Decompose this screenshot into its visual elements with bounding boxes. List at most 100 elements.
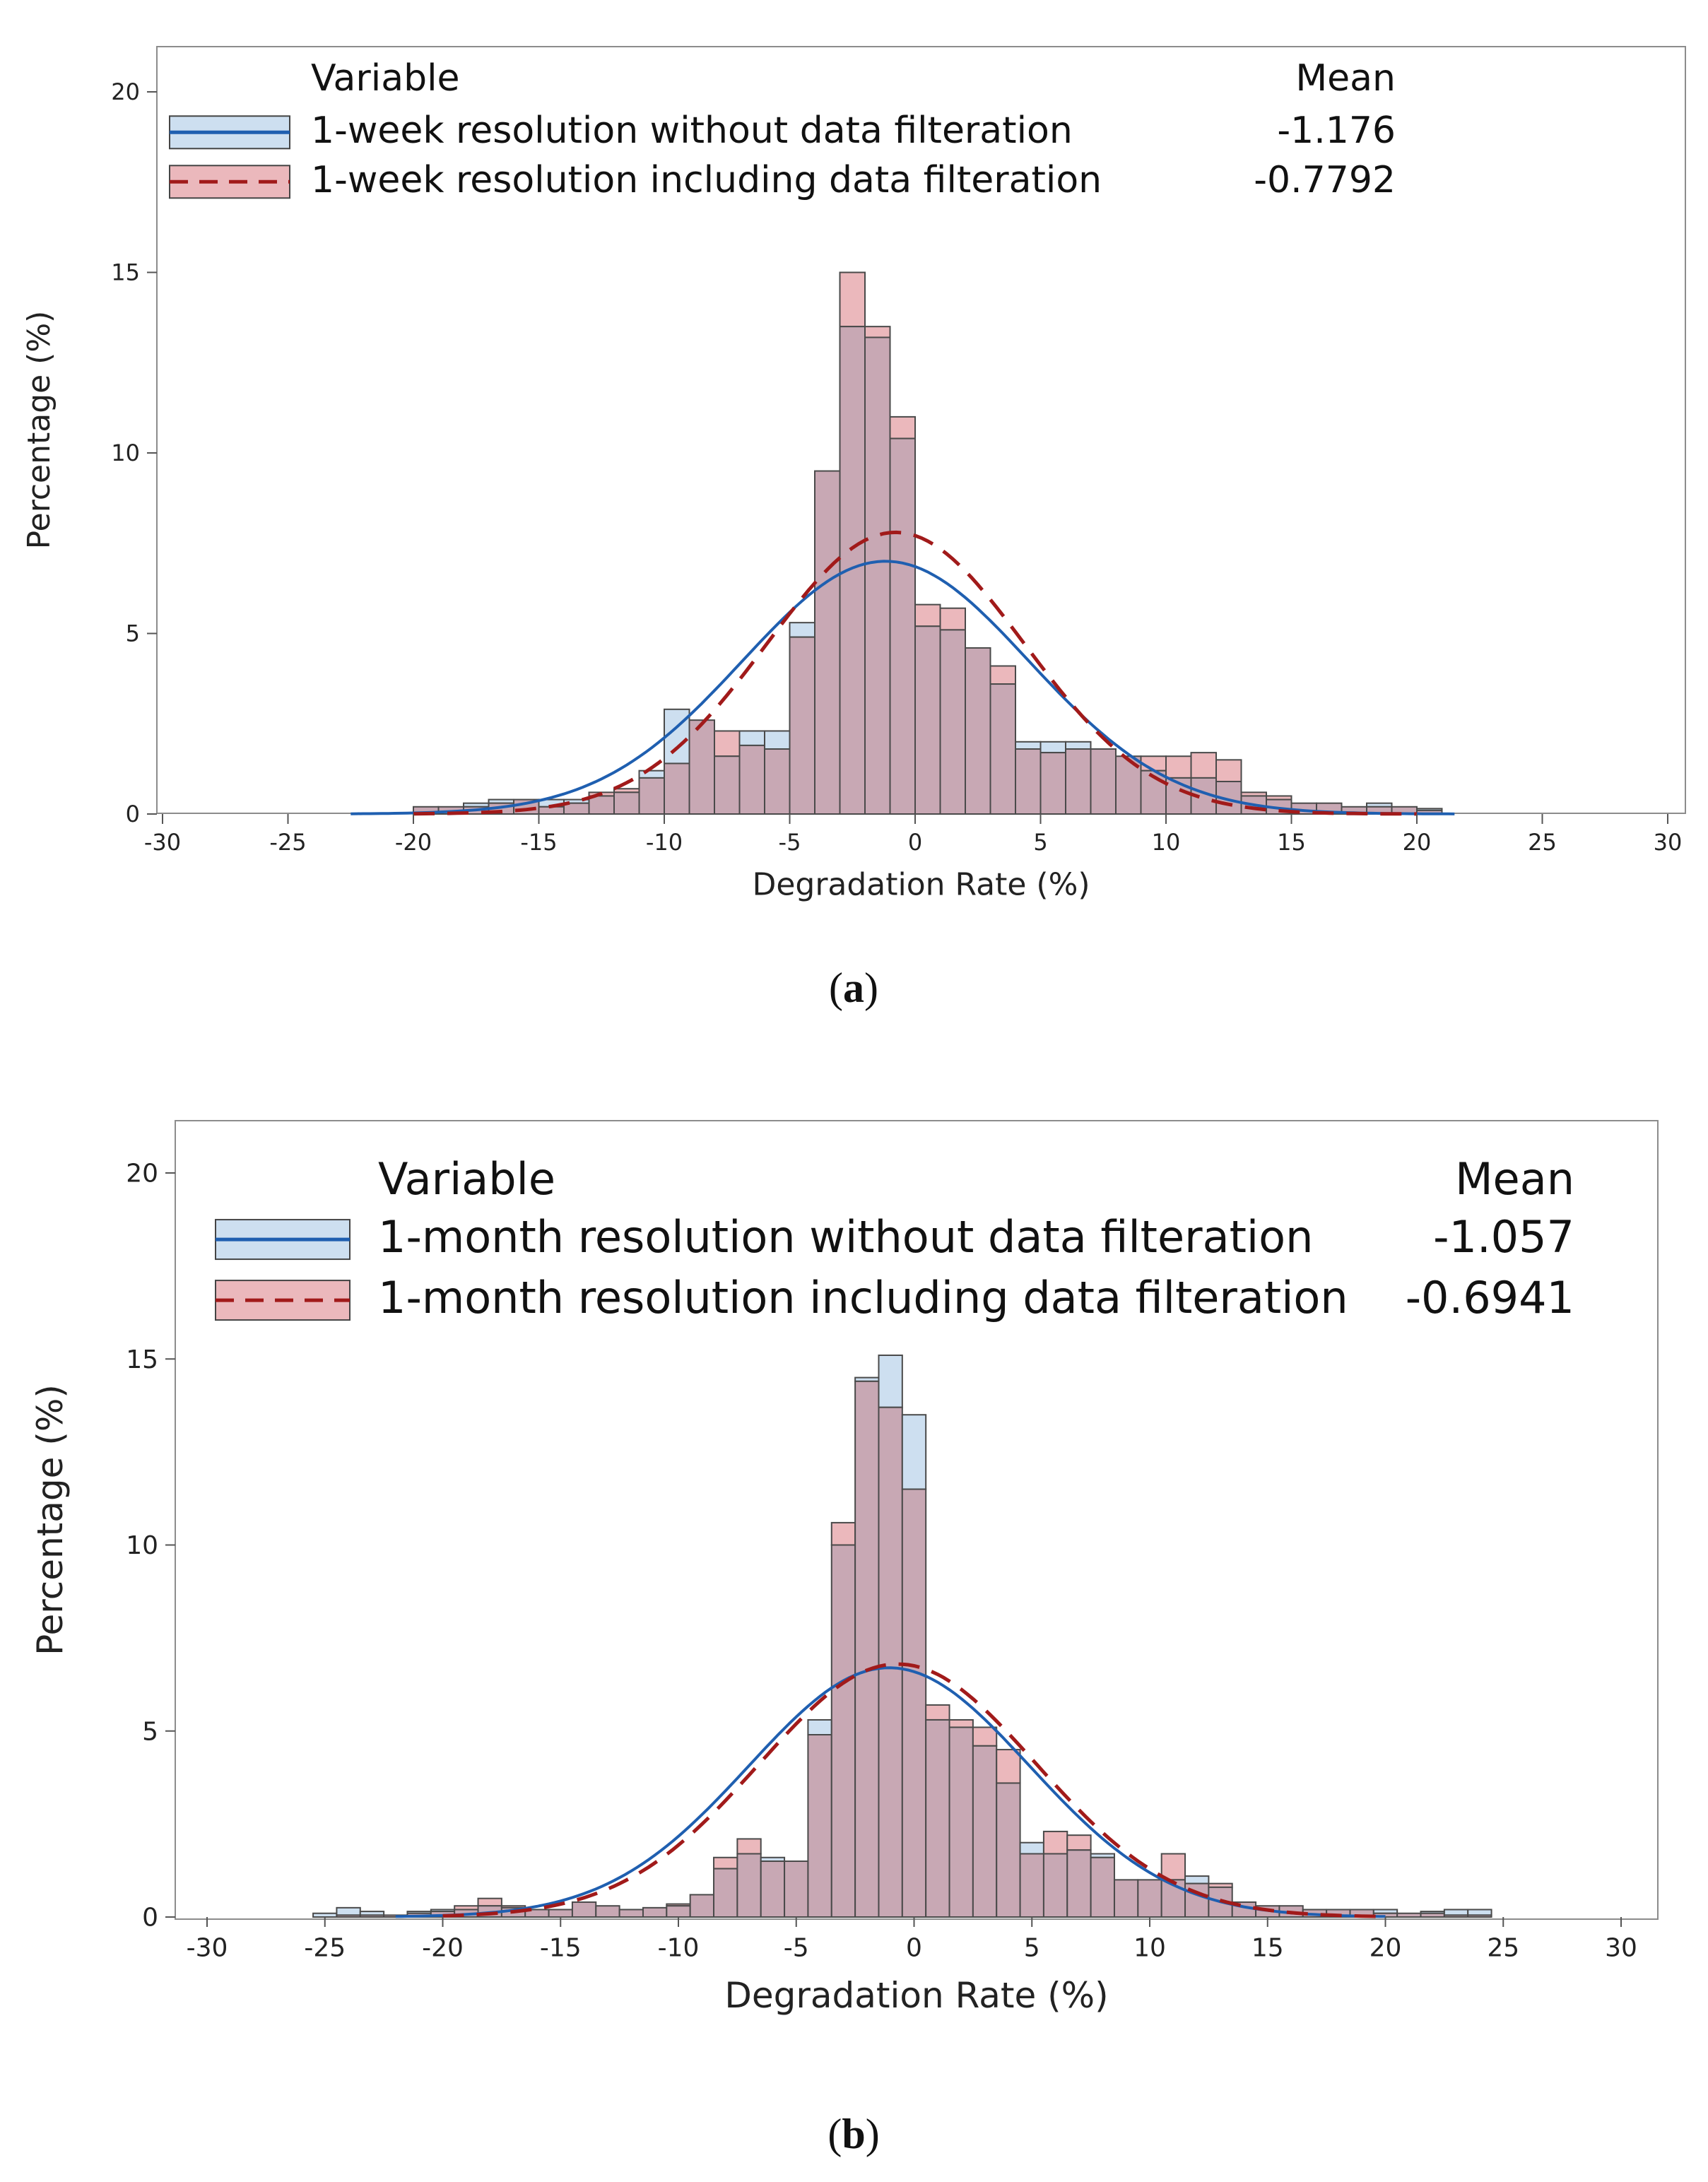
caption-open-paren: (	[828, 2111, 842, 2157]
histogram-bar	[878, 1354, 903, 1408]
histogram-bar	[1065, 741, 1092, 750]
panel-caption: (b)	[828, 2111, 879, 2157]
histogram-bar-overlap	[736, 1853, 762, 1918]
histogram-bar	[939, 607, 966, 631]
histogram-bar-overlap	[613, 791, 640, 815]
histogram-bar-overlap	[1066, 1849, 1092, 1918]
x-tick-label: 5	[1033, 829, 1047, 856]
x-tick-label: -25	[269, 829, 306, 856]
histogram-bar-overlap	[1420, 1912, 1445, 1918]
x-tick-label: 30	[1605, 1933, 1637, 1962]
x-tick-label: -5	[779, 829, 801, 856]
histogram-bar-overlap	[642, 1906, 668, 1918]
x-axis-label: Degradation Rate (%)	[752, 867, 1090, 903]
histogram-bar	[996, 1749, 1021, 1784]
histogram-bar-overlap	[1065, 748, 1092, 815]
x-tick-label: -30	[187, 1933, 228, 1962]
histogram-bar-overlap	[901, 1488, 927, 1918]
legend-entry-label: 1-month resolution including data filter…	[378, 1272, 1348, 1323]
histogram-bar-overlap	[965, 647, 991, 815]
histogram-bar	[925, 1704, 950, 1721]
y-tick-label: 5	[126, 620, 140, 647]
histogram-bar-overlap	[1443, 1914, 1469, 1918]
y-tick-label: 15	[126, 1345, 158, 1374]
histogram-bar-overlap	[914, 625, 941, 815]
y-tick-label: 0	[142, 1904, 158, 1933]
histogram-bar	[889, 415, 916, 440]
legend-entry-label: 1-month resolution without data filterat…	[378, 1211, 1313, 1263]
histogram-bar-overlap	[830, 1544, 856, 1918]
histogram-bar	[1190, 752, 1217, 779]
caption-open-paren: (	[829, 965, 843, 1011]
histogram-bar-overlap	[1137, 1879, 1162, 1918]
y-axis-label: Percentage (%)	[30, 1384, 71, 1656]
histogram-bar-overlap	[571, 1901, 597, 1918]
histogram-bar-overlap	[595, 1905, 620, 1918]
histogram-bar	[1467, 1909, 1492, 1916]
y-tick-label: 20	[111, 78, 140, 105]
x-tick-label: 15	[1251, 1933, 1284, 1962]
histogram-bar	[1443, 1909, 1469, 1916]
panel-caption: (a)	[829, 965, 878, 1011]
histogram-bar-overlap	[714, 755, 741, 815]
caption-letter: b	[842, 2111, 865, 2157]
caption-close-paren: )	[866, 2111, 880, 2157]
histogram-bar-overlap	[839, 326, 866, 815]
histogram-bar-overlap	[889, 437, 916, 815]
histogram-bar	[1184, 1875, 1210, 1885]
histogram-bar	[764, 730, 791, 750]
x-tick-label: -5	[784, 1933, 809, 1962]
x-tick-label: 25	[1487, 1933, 1519, 1962]
histogram-bar	[638, 769, 665, 779]
x-tick-label: 30	[1654, 829, 1683, 856]
histogram-bar-overlap	[989, 683, 1016, 815]
histogram-bar-overlap	[807, 1734, 832, 1918]
histogram-bar-overlap	[1090, 748, 1117, 815]
x-axis-label: Degradation Rate (%)	[724, 1975, 1108, 2016]
histogram-bar-overlap	[996, 1782, 1021, 1918]
x-tick-label: 15	[1277, 829, 1306, 856]
histogram-bar-overlap	[948, 1726, 974, 1918]
histogram-bar-overlap	[1042, 1853, 1068, 1918]
histogram-bar-overlap	[1467, 1914, 1492, 1918]
plot-frame	[175, 1120, 1659, 1920]
legend-entry-mean: -1.057	[1433, 1211, 1574, 1263]
histogram-bar	[1039, 741, 1066, 754]
y-tick-label: 5	[142, 1717, 158, 1746]
histogram-bar	[336, 1906, 361, 1916]
histogram-bar-overlap	[548, 1909, 573, 1918]
histogram-bar-overlap	[814, 470, 841, 815]
x-tick-label: 20	[1403, 829, 1432, 856]
histogram-bar	[839, 271, 866, 328]
histogram-bar	[736, 1838, 762, 1855]
legend-entry-label: 1-week resolution without data filterati…	[311, 110, 1073, 152]
normal-fit-curve	[413, 530, 1417, 816]
histogram-bar-overlap	[764, 748, 791, 815]
histogram-bar	[914, 603, 941, 627]
legend-entry-mean: -1.176	[1277, 110, 1396, 152]
histogram-bar	[807, 1718, 832, 1736]
legend-title: Variable	[378, 1153, 555, 1205]
histogram-bar-overlap	[854, 1380, 880, 1918]
y-tick-label: 0	[126, 801, 140, 827]
histogram-bar-overlap	[925, 1718, 950, 1918]
histogram-bar	[1215, 759, 1242, 783]
x-tick-label: -10	[646, 829, 683, 856]
histogram-bar	[864, 326, 891, 338]
histogram-bar-overlap	[618, 1909, 644, 1918]
x-tick-label: -10	[658, 1933, 700, 1962]
histogram-bar-overlap	[1015, 748, 1042, 815]
histogram-bar-overlap	[972, 1745, 998, 1918]
histogram-bar-overlap	[336, 1914, 361, 1918]
histogram-bar-overlap	[878, 1406, 903, 1918]
histogram-bar-overlap	[1090, 1856, 1115, 1918]
histogram-bar	[1042, 1830, 1068, 1855]
legend-entry-label: 1-week resolution including data filtera…	[311, 159, 1102, 201]
x-tick-label: 0	[906, 1933, 922, 1962]
x-tick-label: 25	[1528, 829, 1557, 856]
histogram-bar	[989, 665, 1016, 685]
histogram-bar	[1160, 1853, 1186, 1881]
y-tick-label: 10	[126, 1531, 158, 1560]
chart-panel-a: -30 -25 -20 -15 -10 -5 0 5 10 15 20 25 30 0 5 10 15 20 Deg…	[21, 46, 1686, 1011]
legend-entry-mean: -0.7792	[1254, 159, 1396, 201]
